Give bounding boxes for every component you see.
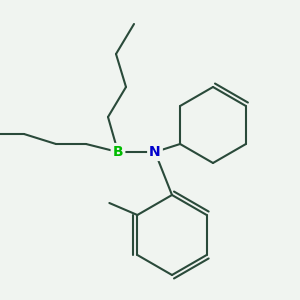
Text: N: N	[149, 145, 161, 159]
Text: B: B	[113, 145, 123, 159]
